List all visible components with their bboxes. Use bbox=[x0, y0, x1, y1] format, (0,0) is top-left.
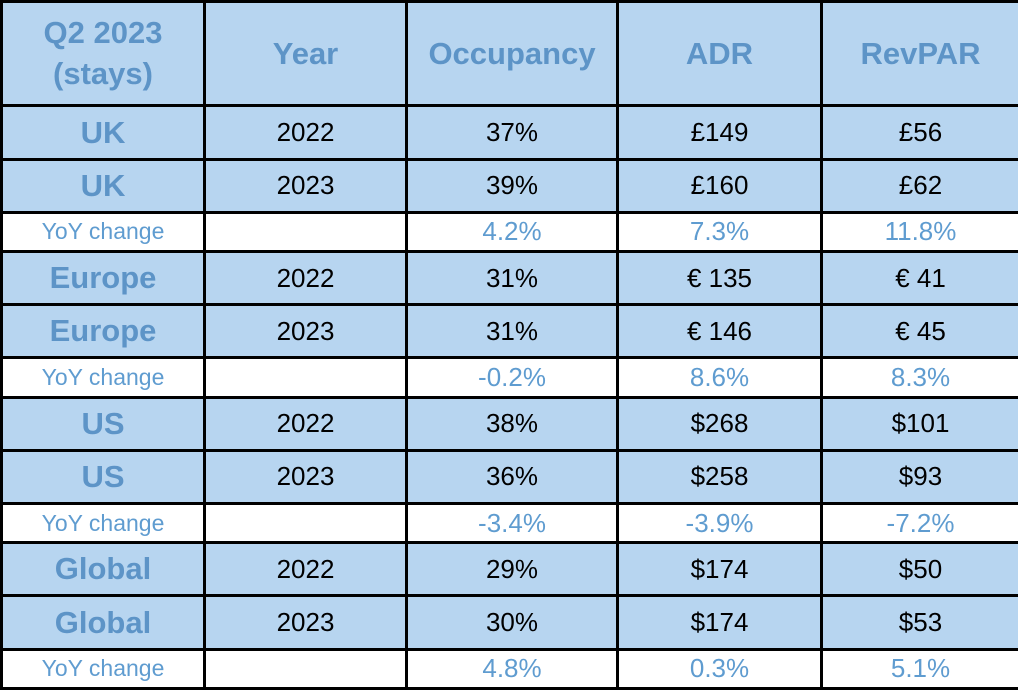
occupancy-cell: 31% bbox=[405, 250, 619, 307]
adr-cell: £160 bbox=[616, 157, 823, 214]
table-row-europe-2023: Europe 2023 31% € 146 € 45 bbox=[0, 303, 1018, 360]
occupancy-cell: -3.4% bbox=[405, 502, 619, 545]
adr-cell: 8.6% bbox=[616, 356, 823, 399]
table-title-line2: (stays) bbox=[53, 55, 153, 91]
region-cell: Europe bbox=[0, 303, 206, 360]
table-title-cell: Q2 2023 (stays) bbox=[0, 0, 206, 108]
adr-cell: -3.9% bbox=[616, 502, 823, 545]
revpar-cell: $50 bbox=[820, 541, 1018, 598]
column-header-year: Year bbox=[203, 0, 408, 108]
column-header-occupancy: Occupancy bbox=[405, 0, 619, 108]
table-row-us-yoy: YoY change -3.4% -3.9% -7.2% bbox=[0, 502, 1018, 545]
year-cell: 2022 bbox=[203, 104, 408, 161]
adr-cell: 7.3% bbox=[616, 210, 823, 254]
region-cell: US bbox=[0, 448, 206, 506]
table-row-europe-yoy: YoY change -0.2% 8.6% 8.3% bbox=[0, 356, 1018, 399]
table-row-global-yoy: YoY change 4.8% 0.3% 5.1% bbox=[0, 647, 1018, 690]
revpar-cell: £56 bbox=[820, 104, 1018, 161]
yoy-label-cell: YoY change bbox=[0, 356, 206, 399]
revpar-cell: 5.1% bbox=[820, 647, 1018, 690]
year-cell: 2023 bbox=[203, 303, 408, 360]
table-row-uk-2022: UK 2022 37% £149 £56 bbox=[0, 104, 1018, 161]
region-cell: Europe bbox=[0, 250, 206, 307]
region-cell: US bbox=[0, 395, 206, 452]
region-cell: Global bbox=[0, 541, 206, 598]
revpar-cell: 11.8% bbox=[820, 210, 1018, 254]
occupancy-cell: 29% bbox=[405, 541, 619, 598]
adr-cell: $174 bbox=[616, 541, 823, 598]
adr-cell: € 135 bbox=[616, 250, 823, 307]
revpar-cell: $101 bbox=[820, 395, 1018, 452]
revpar-cell: £62 bbox=[820, 157, 1018, 214]
year-cell: 2023 bbox=[203, 448, 408, 506]
header-row: Q2 2023 (stays) Year Occupancy ADR RevPA… bbox=[0, 0, 1018, 108]
occupancy-cell: 36% bbox=[405, 448, 619, 506]
column-header-adr: ADR bbox=[616, 0, 823, 108]
occupancy-cell: 38% bbox=[405, 395, 619, 452]
occupancy-cell: 4.2% bbox=[405, 210, 619, 254]
revpar-cell: -7.2% bbox=[820, 502, 1018, 545]
table-row-europe-2022: Europe 2022 31% € 135 € 41 bbox=[0, 250, 1018, 307]
table-row-us-2022: US 2022 38% $268 $101 bbox=[0, 395, 1018, 452]
region-cell: UK bbox=[0, 104, 206, 161]
column-header-revpar: RevPAR bbox=[820, 0, 1018, 108]
year-cell: 2022 bbox=[203, 250, 408, 307]
year-cell bbox=[203, 210, 408, 254]
table-row-uk-yoy: YoY change 4.2% 7.3% 11.8% bbox=[0, 210, 1018, 254]
table-row-global-2023: Global 2023 30% $174 $53 bbox=[0, 594, 1018, 651]
adr-cell: 0.3% bbox=[616, 647, 823, 690]
year-cell: 2022 bbox=[203, 395, 408, 452]
year-cell bbox=[203, 356, 408, 399]
occupancy-cell: 39% bbox=[405, 157, 619, 214]
year-cell: 2023 bbox=[203, 594, 408, 651]
region-cell: Global bbox=[0, 594, 206, 651]
region-cell: UK bbox=[0, 157, 206, 214]
year-cell bbox=[203, 502, 408, 545]
revpar-cell: $53 bbox=[820, 594, 1018, 651]
year-cell: 2022 bbox=[203, 541, 408, 598]
yoy-label-cell: YoY change bbox=[0, 647, 206, 690]
occupancy-cell: 4.8% bbox=[405, 647, 619, 690]
adr-cell: $268 bbox=[616, 395, 823, 452]
year-cell bbox=[203, 647, 408, 690]
yoy-label-cell: YoY change bbox=[0, 502, 206, 545]
revpar-cell: 8.3% bbox=[820, 356, 1018, 399]
table-title-line1: Q2 2023 bbox=[43, 14, 163, 50]
adr-cell: $258 bbox=[616, 448, 823, 506]
occupancy-cell: 31% bbox=[405, 303, 619, 360]
table-row-us-2023: US 2023 36% $258 $93 bbox=[0, 448, 1018, 506]
revpar-cell: € 41 bbox=[820, 250, 1018, 307]
year-cell: 2023 bbox=[203, 157, 408, 214]
revpar-cell: € 45 bbox=[820, 303, 1018, 360]
table-row-uk-2023: UK 2023 39% £160 £62 bbox=[0, 157, 1018, 214]
occupancy-cell: -0.2% bbox=[405, 356, 619, 399]
adr-cell: $174 bbox=[616, 594, 823, 651]
adr-cell: £149 bbox=[616, 104, 823, 161]
occupancy-cell: 37% bbox=[405, 104, 619, 161]
occupancy-cell: 30% bbox=[405, 594, 619, 651]
table-row-global-2022: Global 2022 29% $174 $50 bbox=[0, 541, 1018, 598]
yoy-label-cell: YoY change bbox=[0, 210, 206, 254]
revpar-cell: $93 bbox=[820, 448, 1018, 506]
adr-cell: € 146 bbox=[616, 303, 823, 360]
